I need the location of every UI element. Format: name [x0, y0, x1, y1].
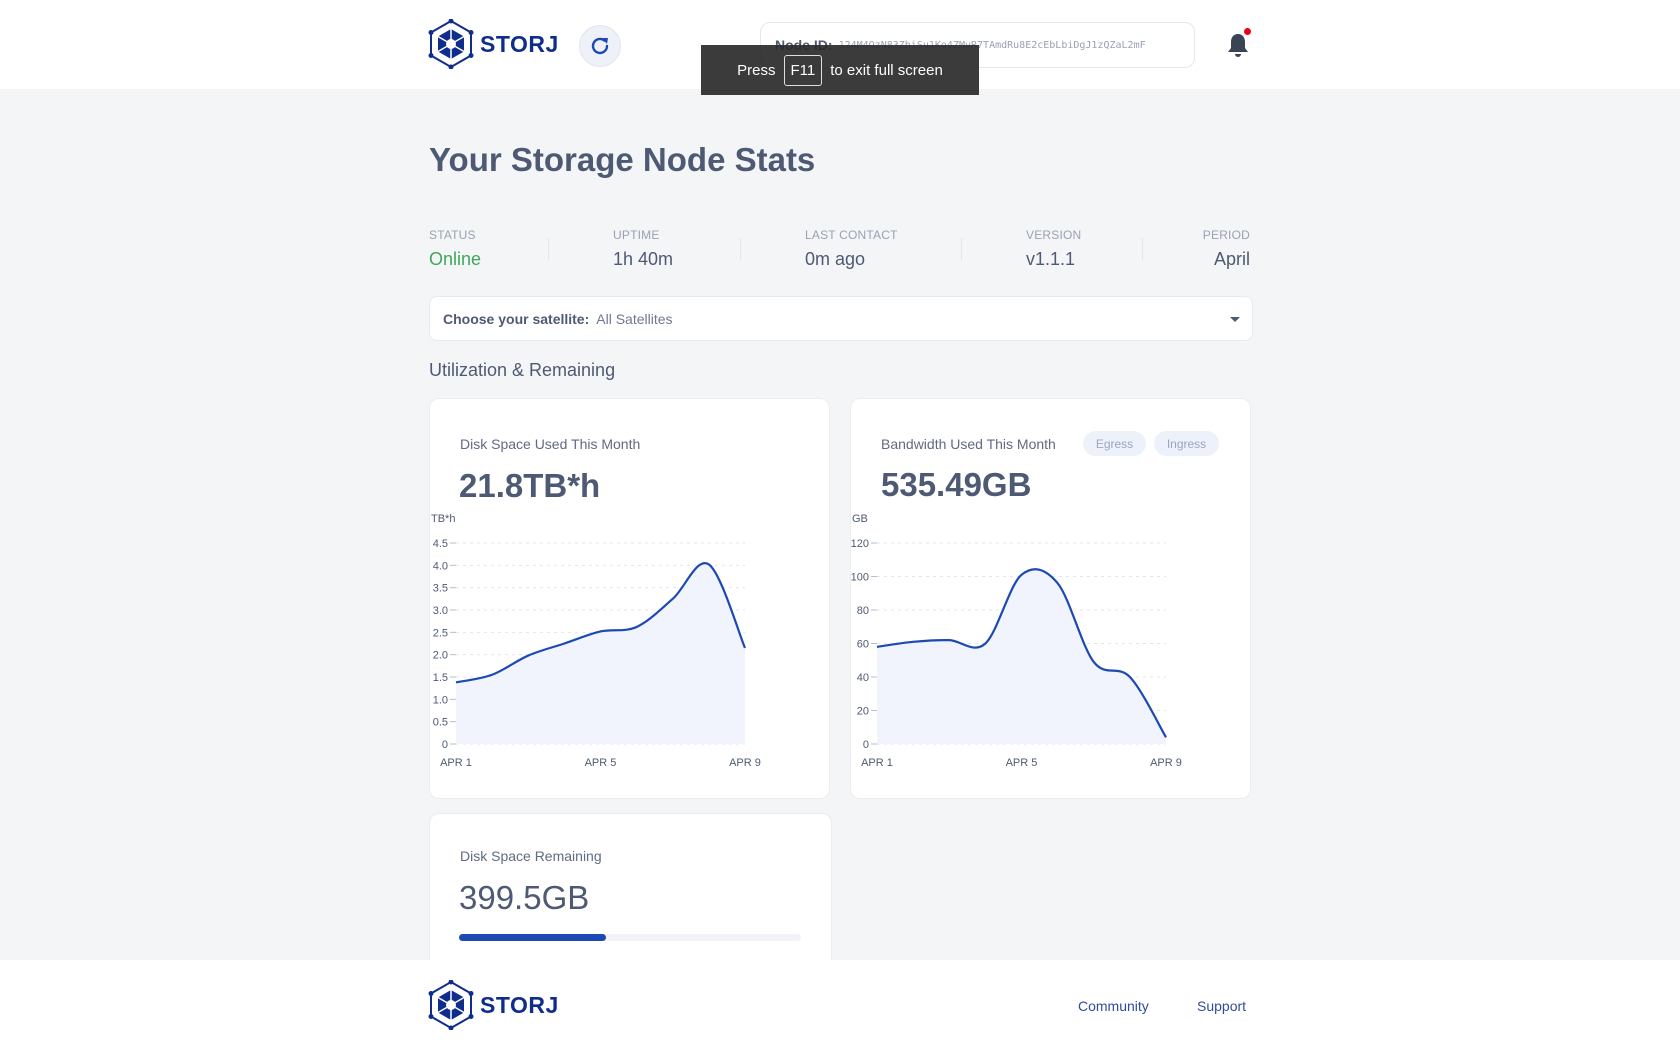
disk-chart-series-line — [455, 562, 747, 684]
bandwidth-chart-x-tick-label: APR 1 — [861, 757, 893, 769]
bandwidth-chart-y-tick-label: 0 — [863, 739, 869, 751]
stat-value: Online — [429, 249, 482, 269]
disk-chart-y-tick-label: 1.5 — [433, 672, 448, 684]
disk-chart-y-tick-label: 0 — [442, 739, 448, 751]
disk-chart-y-tick-label: 3.5 — [433, 583, 448, 595]
satellite-value: All Satellites — [596, 310, 673, 327]
disk-chart-x-tick-label: APR 5 — [585, 757, 617, 769]
stat-label: PERIOD — [1202, 228, 1250, 242]
stat-value: 0m ago — [805, 249, 866, 269]
chevron-down-icon — [1230, 317, 1240, 322]
bandwidth-chart-y-axis-label: GB — [852, 513, 868, 525]
toast-text-after: to exit full screen — [830, 61, 943, 79]
disk-chart-y-tick-label: 1.0 — [433, 694, 448, 706]
bandwidth-chart-y-tick-label: 100 — [851, 572, 869, 584]
page-title: Your Storage Node Stats — [429, 141, 816, 178]
remaining-card-title: Disk Space Remaining — [460, 848, 602, 864]
egress-toggle[interactable]: Egress — [1083, 431, 1146, 456]
bandwidth-card-title: Bandwidth Used This Month — [881, 436, 1056, 452]
divider — [548, 238, 549, 260]
disk-chart-y-axis-label: TB*h — [431, 513, 455, 525]
stat-last-contact: LAST CONTACT 0m ago — [805, 228, 898, 270]
disk-chart-y-tick-label: 0.5 — [433, 717, 448, 729]
bandwidth-chart-y-tick-label: 80 — [857, 605, 869, 617]
disk-chart-x-tick-label: APR 9 — [729, 757, 761, 769]
refresh-icon — [591, 37, 609, 55]
storj-logo-icon — [428, 19, 474, 69]
stat-period: PERIOD April — [1188, 228, 1250, 270]
stat-uptime: UPTIME 1h 40m — [613, 228, 673, 270]
logo-text: STORJ — [480, 30, 559, 57]
disk-remaining-progress — [459, 934, 801, 941]
bandwidth-chart-x-tick-label: APR 5 — [1006, 757, 1038, 769]
storj-logo[interactable]: STORJ — [428, 19, 559, 69]
disk-usage-chart: TB*h 4.5 4.0 3.5 3.0 2.5 2.0 1.5 1.0 0.5 0 APR 1 APR… — [431, 513, 761, 769]
disk-chart-x-tick-label: APR 1 — [440, 757, 472, 769]
bandwidth-chart-y-tick-label: 20 — [857, 706, 869, 718]
footer-logo[interactable]: STORJ — [428, 980, 559, 1030]
bandwidth-card-value: 535.49GB — [881, 466, 1032, 503]
storj-logo-icon — [428, 980, 474, 1030]
support-link[interactable]: Support — [1197, 998, 1247, 1014]
community-link[interactable]: Community — [1078, 998, 1149, 1014]
node-id-value: 124M4QzN83ZhiSu1Ko4ZMvR7TAmdRu8E2cEbLbiD… — [838, 39, 1146, 51]
bandwidth-chart-series-line — [876, 568, 1167, 738]
stat-value: v1.1.1 — [1026, 249, 1076, 269]
disk-card-value: 21.8TB*h — [459, 467, 601, 504]
stat-status: STATUS Online — [429, 228, 481, 270]
bandwidth-usage-chart: GB 120 100 80 60 40 20 0 APR 1 APR 5 APR 9 — [851, 513, 1182, 769]
stat-version: VERSION v1.1.1 — [1026, 228, 1081, 270]
disk-chart-y-tick-label: 2.5 — [433, 627, 448, 639]
disk-card-title: Disk Space Used This Month — [460, 436, 641, 452]
disk-chart-y-tick-label: 4.0 — [433, 560, 448, 572]
divider — [1142, 238, 1143, 260]
bandwidth-chart-x-tick-label: APR 9 — [1150, 757, 1182, 769]
divider — [740, 238, 741, 260]
toast-text-before: Press — [737, 61, 776, 79]
disk-chart-area-fill — [456, 563, 745, 744]
ingress-toggle[interactable]: Ingress — [1154, 431, 1219, 456]
remaining-card-value: 399.5GB — [459, 879, 590, 916]
notifications-bell-icon[interactable] — [1226, 32, 1250, 58]
fullscreen-toast: Press F11 to exit full screen — [701, 45, 979, 95]
progress-fill — [459, 934, 607, 941]
bandwidth-chart-y-tick-label: 60 — [857, 639, 869, 651]
refresh-button[interactable] — [579, 25, 621, 67]
bandwidth-chart-y-tick-label: 40 — [857, 672, 869, 684]
section-title: Utilization & Remaining — [429, 360, 616, 380]
footer-logo-text: STORJ — [480, 991, 559, 1018]
stat-label: UPTIME — [613, 228, 660, 242]
disk-chart-y-tick-label: 3.0 — [433, 605, 448, 617]
bandwidth-chart-area-fill — [877, 569, 1166, 744]
footer — [0, 960, 1680, 1050]
toast-key: F11 — [783, 54, 823, 86]
notification-badge — [1244, 28, 1251, 35]
disk-chart-y-tick-label: 4.5 — [433, 538, 448, 550]
stat-value: 1h 40m — [613, 249, 674, 269]
disk-chart-y-tick-label: 2.0 — [433, 650, 448, 662]
satellite-label: Choose your satellite: — [443, 310, 590, 327]
stat-value: April — [1213, 249, 1250, 269]
stat-label: LAST CONTACT — [805, 228, 898, 242]
bandwidth-chart-y-tick-label: 120 — [851, 538, 869, 550]
stat-label: VERSION — [1026, 228, 1082, 242]
stat-label: STATUS — [429, 228, 476, 242]
satellite-dropdown[interactable]: Choose your satellite: All Satellites — [429, 296, 1253, 341]
divider — [961, 238, 962, 260]
